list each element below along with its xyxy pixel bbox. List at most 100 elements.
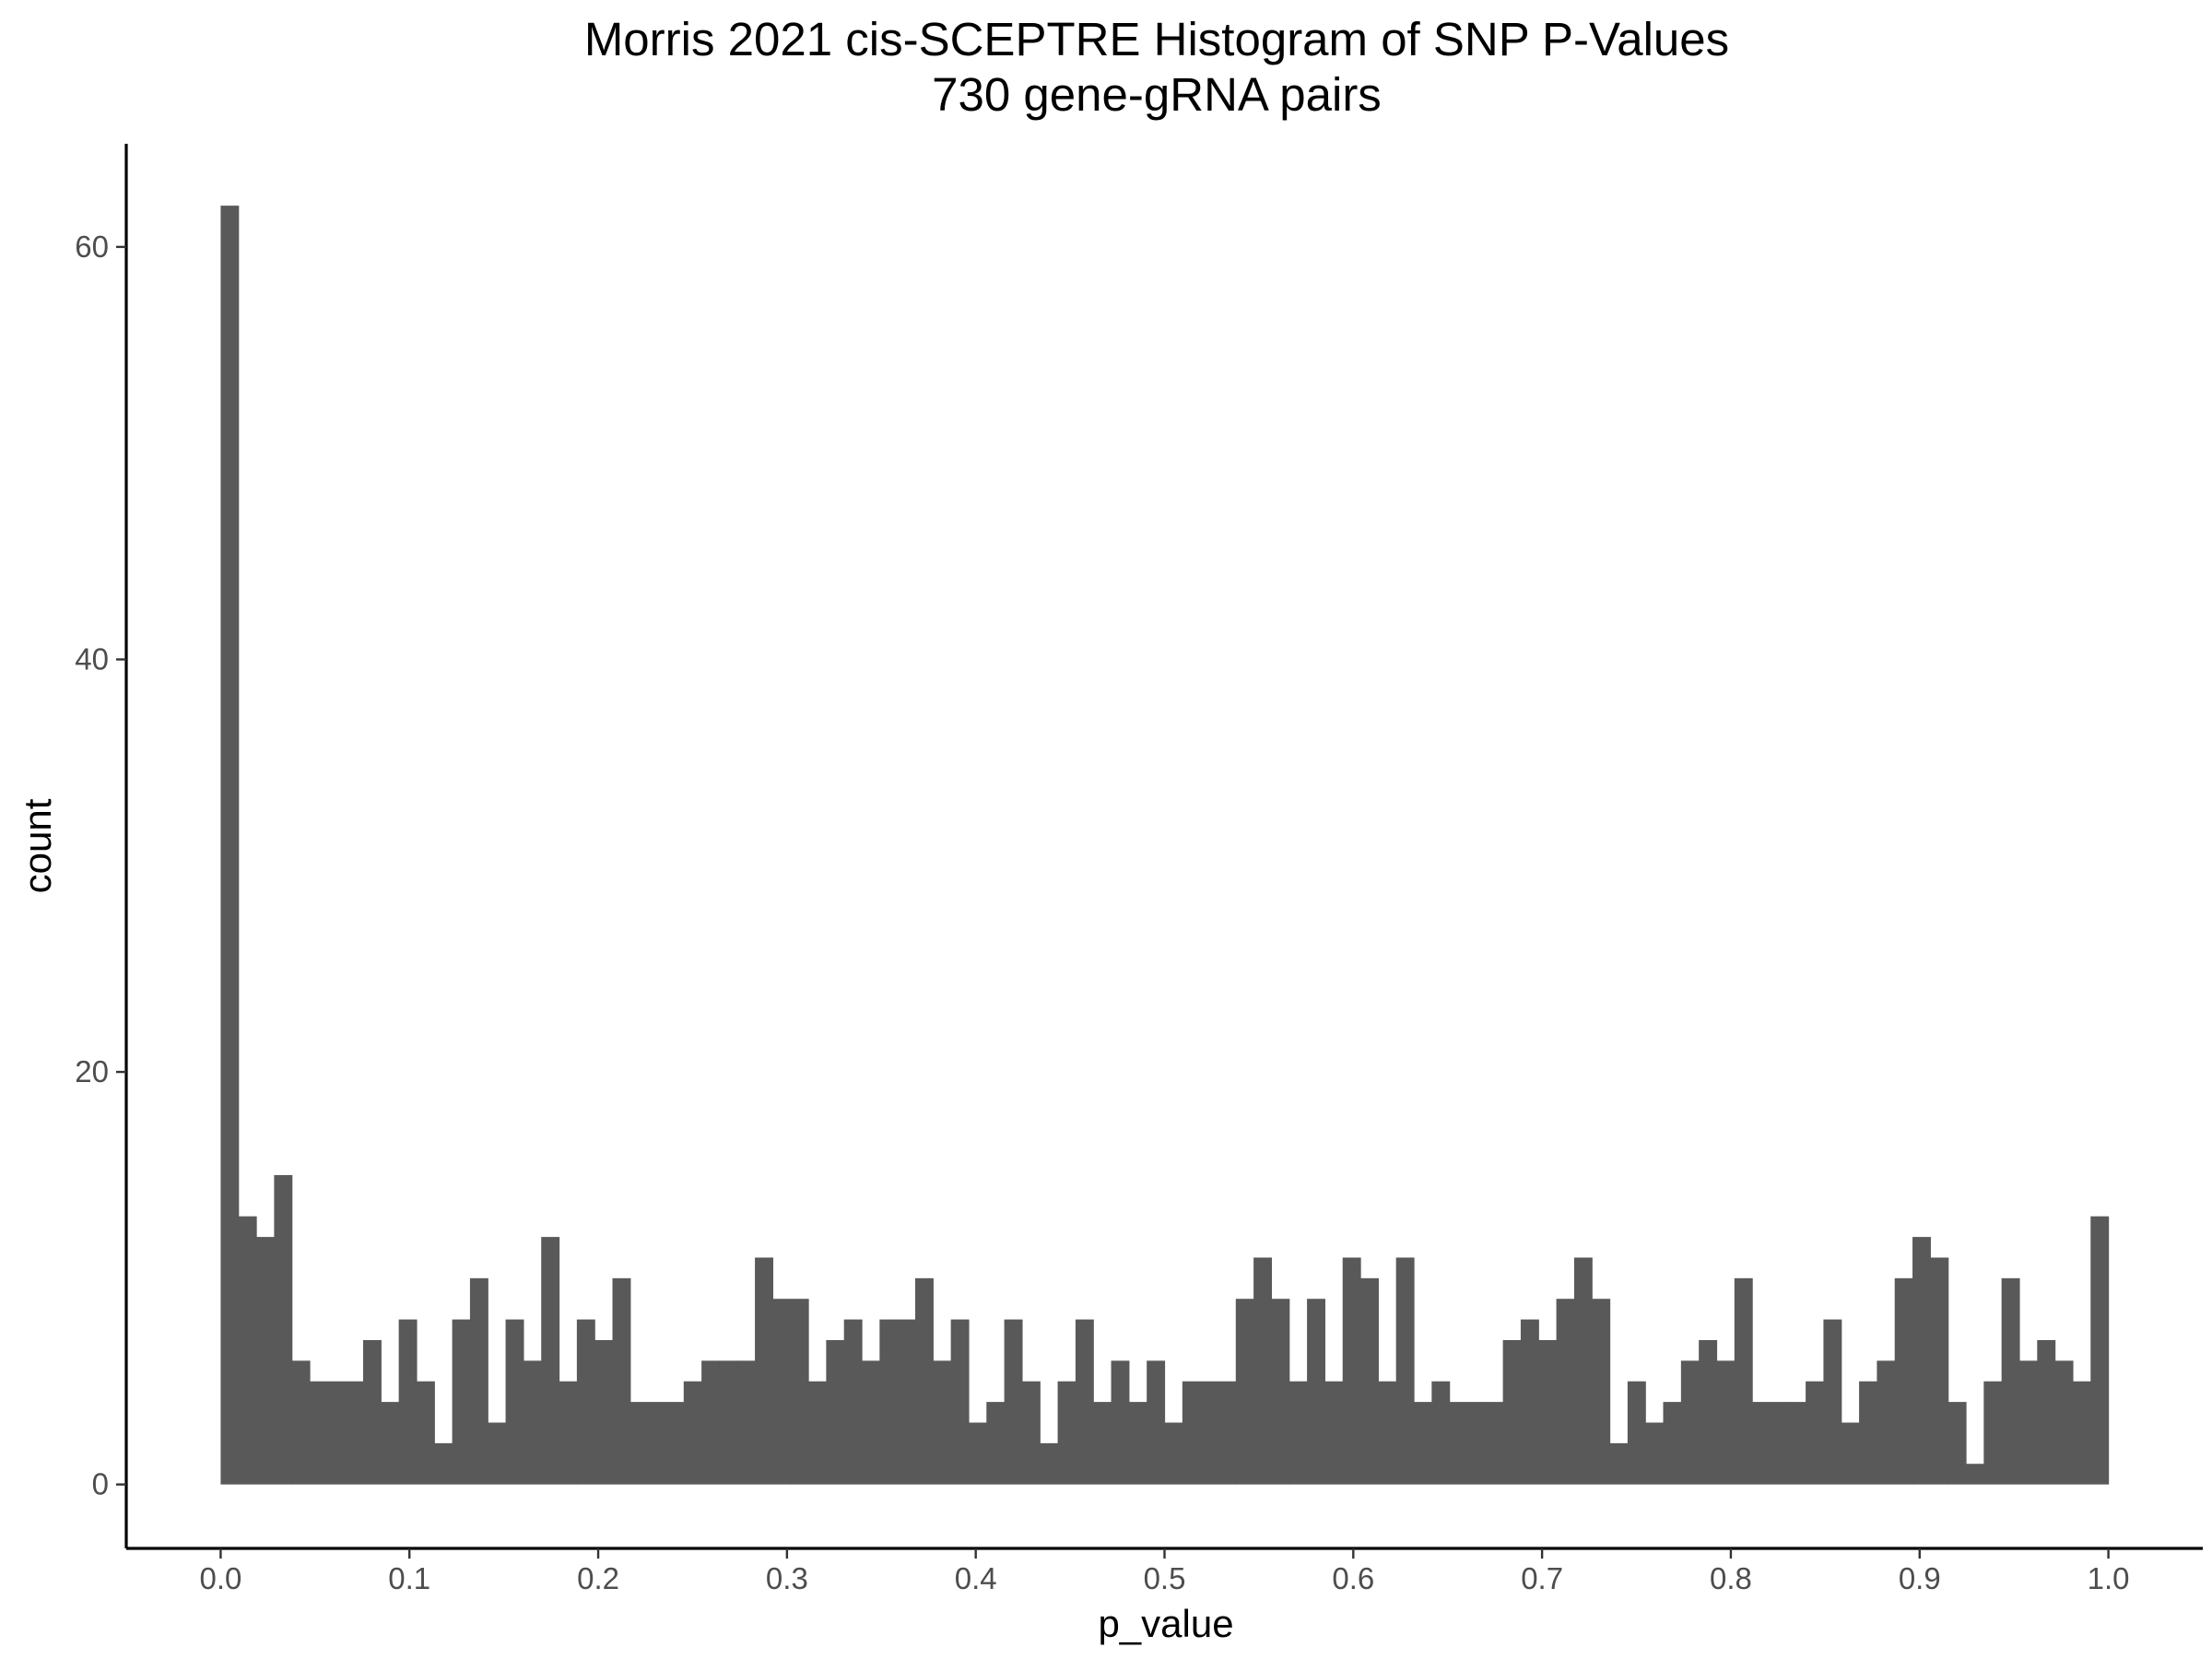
histogram-bar [345, 1381, 364, 1485]
histogram-bar [1538, 1339, 1558, 1485]
histogram-bar [523, 1360, 542, 1485]
histogram-bar [1057, 1381, 1077, 1485]
x-tick-label: 0.8 [1710, 1561, 1752, 1595]
histogram-bar [736, 1360, 756, 1485]
histogram-bar [488, 1422, 507, 1485]
histogram-bar [1342, 1257, 1361, 1485]
histogram-bar [1983, 1381, 2003, 1485]
y-axis-ticks: 0 20 40 60 [75, 229, 126, 1501]
x-tick-label: 0.1 [388, 1561, 430, 1595]
histogram-bar [1520, 1319, 1539, 1485]
histogram-bar [1573, 1257, 1593, 1485]
histogram-bar [1930, 1257, 1949, 1485]
y-tick-label: 20 [75, 1054, 109, 1088]
histogram-bar [416, 1381, 435, 1485]
histogram-bar [1502, 1339, 1522, 1485]
histogram-bar [2054, 1360, 2074, 1485]
histogram-bar [220, 206, 240, 1485]
histogram-bar [808, 1381, 827, 1485]
x-tick-label: 0.5 [1144, 1561, 1186, 1595]
histogram-bar [1823, 1319, 1842, 1485]
histogram-bar [398, 1319, 418, 1485]
histogram-bar [986, 1402, 1006, 1485]
histogram-bar [1021, 1381, 1041, 1485]
histogram-bar [719, 1360, 738, 1485]
histogram-bar [1645, 1422, 1665, 1485]
histogram-bar [1609, 1442, 1629, 1485]
histogram-bar [1324, 1381, 1344, 1485]
histogram-bar [1556, 1299, 1575, 1485]
histogram-bar [2072, 1381, 2091, 1485]
histogram-bar [1288, 1381, 1308, 1485]
histogram-bar [1912, 1237, 1931, 1485]
histogram-bar [291, 1360, 311, 1485]
histogram-bar [1680, 1360, 1700, 1485]
histogram-bar [1947, 1402, 1967, 1485]
histogram-bar [2090, 1216, 2110, 1485]
histogram-bar [310, 1381, 328, 1485]
histogram-bar [950, 1319, 970, 1485]
x-tick-label: 0.2 [577, 1561, 619, 1595]
histogram-bar [701, 1360, 721, 1485]
histogram-bar [648, 1402, 667, 1485]
histogram-bar [1307, 1299, 1326, 1485]
histogram-bar [1859, 1381, 1877, 1485]
histogram-bar [1841, 1422, 1860, 1485]
x-tick-label: 0.6 [1332, 1561, 1374, 1595]
histogram-bar [1663, 1402, 1682, 1485]
histogram-bar [505, 1319, 524, 1485]
y-axis-title: count [16, 798, 59, 893]
histogram-bar [2001, 1277, 2020, 1485]
histogram-bar [256, 1237, 275, 1485]
histogram-bar [1414, 1402, 1432, 1485]
x-tick-label: 0.7 [1521, 1561, 1563, 1595]
histogram-bar [862, 1360, 880, 1485]
histogram-bar [843, 1319, 863, 1485]
histogram-bar [1200, 1381, 1219, 1485]
histogram-bar [968, 1422, 987, 1485]
histogram-bar [1378, 1381, 1397, 1485]
histogram-bar [1182, 1381, 1201, 1485]
histogram-bar [629, 1402, 649, 1485]
chart-title: Morris 2021 cis-SCEPTRE Histogram of SNP… [584, 13, 1729, 65]
histogram-bar [772, 1299, 792, 1485]
histogram-bar [683, 1381, 702, 1485]
histogram-bar [1894, 1277, 1913, 1485]
histogram-bar [612, 1277, 631, 1485]
histogram-bar [576, 1319, 595, 1485]
histogram-bar [1040, 1442, 1059, 1485]
histogram-bar [434, 1442, 453, 1485]
histogram-bar [1271, 1299, 1290, 1485]
bars-group [220, 206, 2110, 1485]
histogram-bar [933, 1360, 952, 1485]
histogram-bar [541, 1237, 560, 1485]
histogram-bar [1485, 1402, 1504, 1485]
histogram-bar [1752, 1402, 1771, 1485]
histogram-bar [469, 1277, 488, 1485]
histogram-bar [665, 1402, 685, 1485]
histogram-bar [1235, 1299, 1254, 1485]
histogram-bar [1699, 1339, 1718, 1485]
histogram-bar [1431, 1381, 1451, 1485]
histogram-bar [274, 1174, 293, 1485]
histogram-bar [1093, 1402, 1112, 1485]
histogram-bar [1449, 1402, 1468, 1485]
chart-subtitle: 730 gene-gRNA pairs [932, 68, 1382, 121]
histogram-bar [452, 1319, 471, 1485]
histogram-bar [1770, 1402, 1789, 1485]
histogram-bar [1218, 1381, 1237, 1485]
x-tick-label: 0.0 [199, 1561, 241, 1595]
histogram-bar [2018, 1360, 2038, 1485]
histogram-bar [1395, 1257, 1415, 1485]
y-tick-label: 0 [92, 1467, 109, 1501]
histogram-bar [238, 1216, 257, 1485]
histogram-bar [1592, 1299, 1611, 1485]
histogram-bar [559, 1381, 578, 1485]
histogram-bar [1966, 1464, 1984, 1485]
histogram-bar [826, 1339, 845, 1485]
x-axis-ticks: 0.0 0.1 0.2 0.3 0.4 0.5 0.6 0.7 0.8 0.9 1.0 [199, 1548, 2130, 1595]
histogram-bar [1716, 1360, 1735, 1485]
x-tick-label: 0.9 [1899, 1561, 1941, 1595]
histogram-bar [1111, 1360, 1130, 1485]
